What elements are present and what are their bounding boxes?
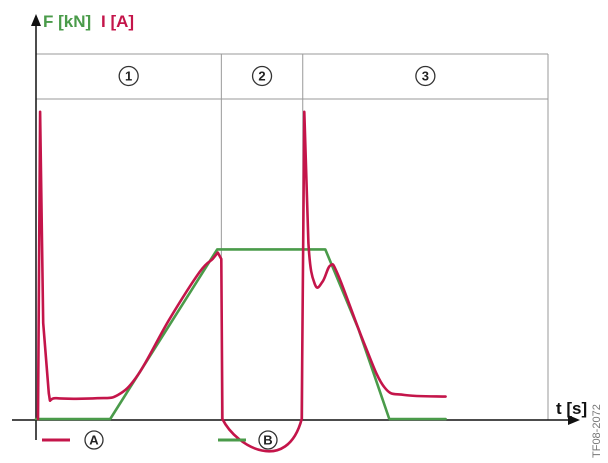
phase-label: 3 <box>422 69 429 84</box>
phase-marker <box>251 65 273 87</box>
y-axis-label-force: F [kN] <box>43 12 91 31</box>
phase-marker <box>415 65 436 87</box>
image-code: TF08-2072 <box>591 404 603 458</box>
legend-label-b: B <box>263 433 272 448</box>
y-axis-arrow <box>31 14 41 26</box>
legend-marker-b <box>258 430 278 450</box>
x-axis-label: t [s] <box>556 399 587 418</box>
y-axis-label-current: I [A] <box>101 12 134 31</box>
series-layer <box>34 110 447 453</box>
series-line-a <box>36 110 447 453</box>
legend-label-a: A <box>89 433 99 448</box>
phase-frame <box>36 53 549 420</box>
series-line-b <box>34 248 447 421</box>
phase-marker <box>118 65 139 87</box>
phase-dividers <box>220 54 304 420</box>
phase-label: 1 <box>125 69 132 84</box>
legend-marker-a <box>84 430 104 450</box>
axes <box>12 14 580 440</box>
phase-label: 2 <box>258 69 265 84</box>
legend: A B <box>42 430 278 450</box>
x-axis-arrow <box>568 415 580 425</box>
phase-labels: 1 2 3 <box>118 65 436 87</box>
